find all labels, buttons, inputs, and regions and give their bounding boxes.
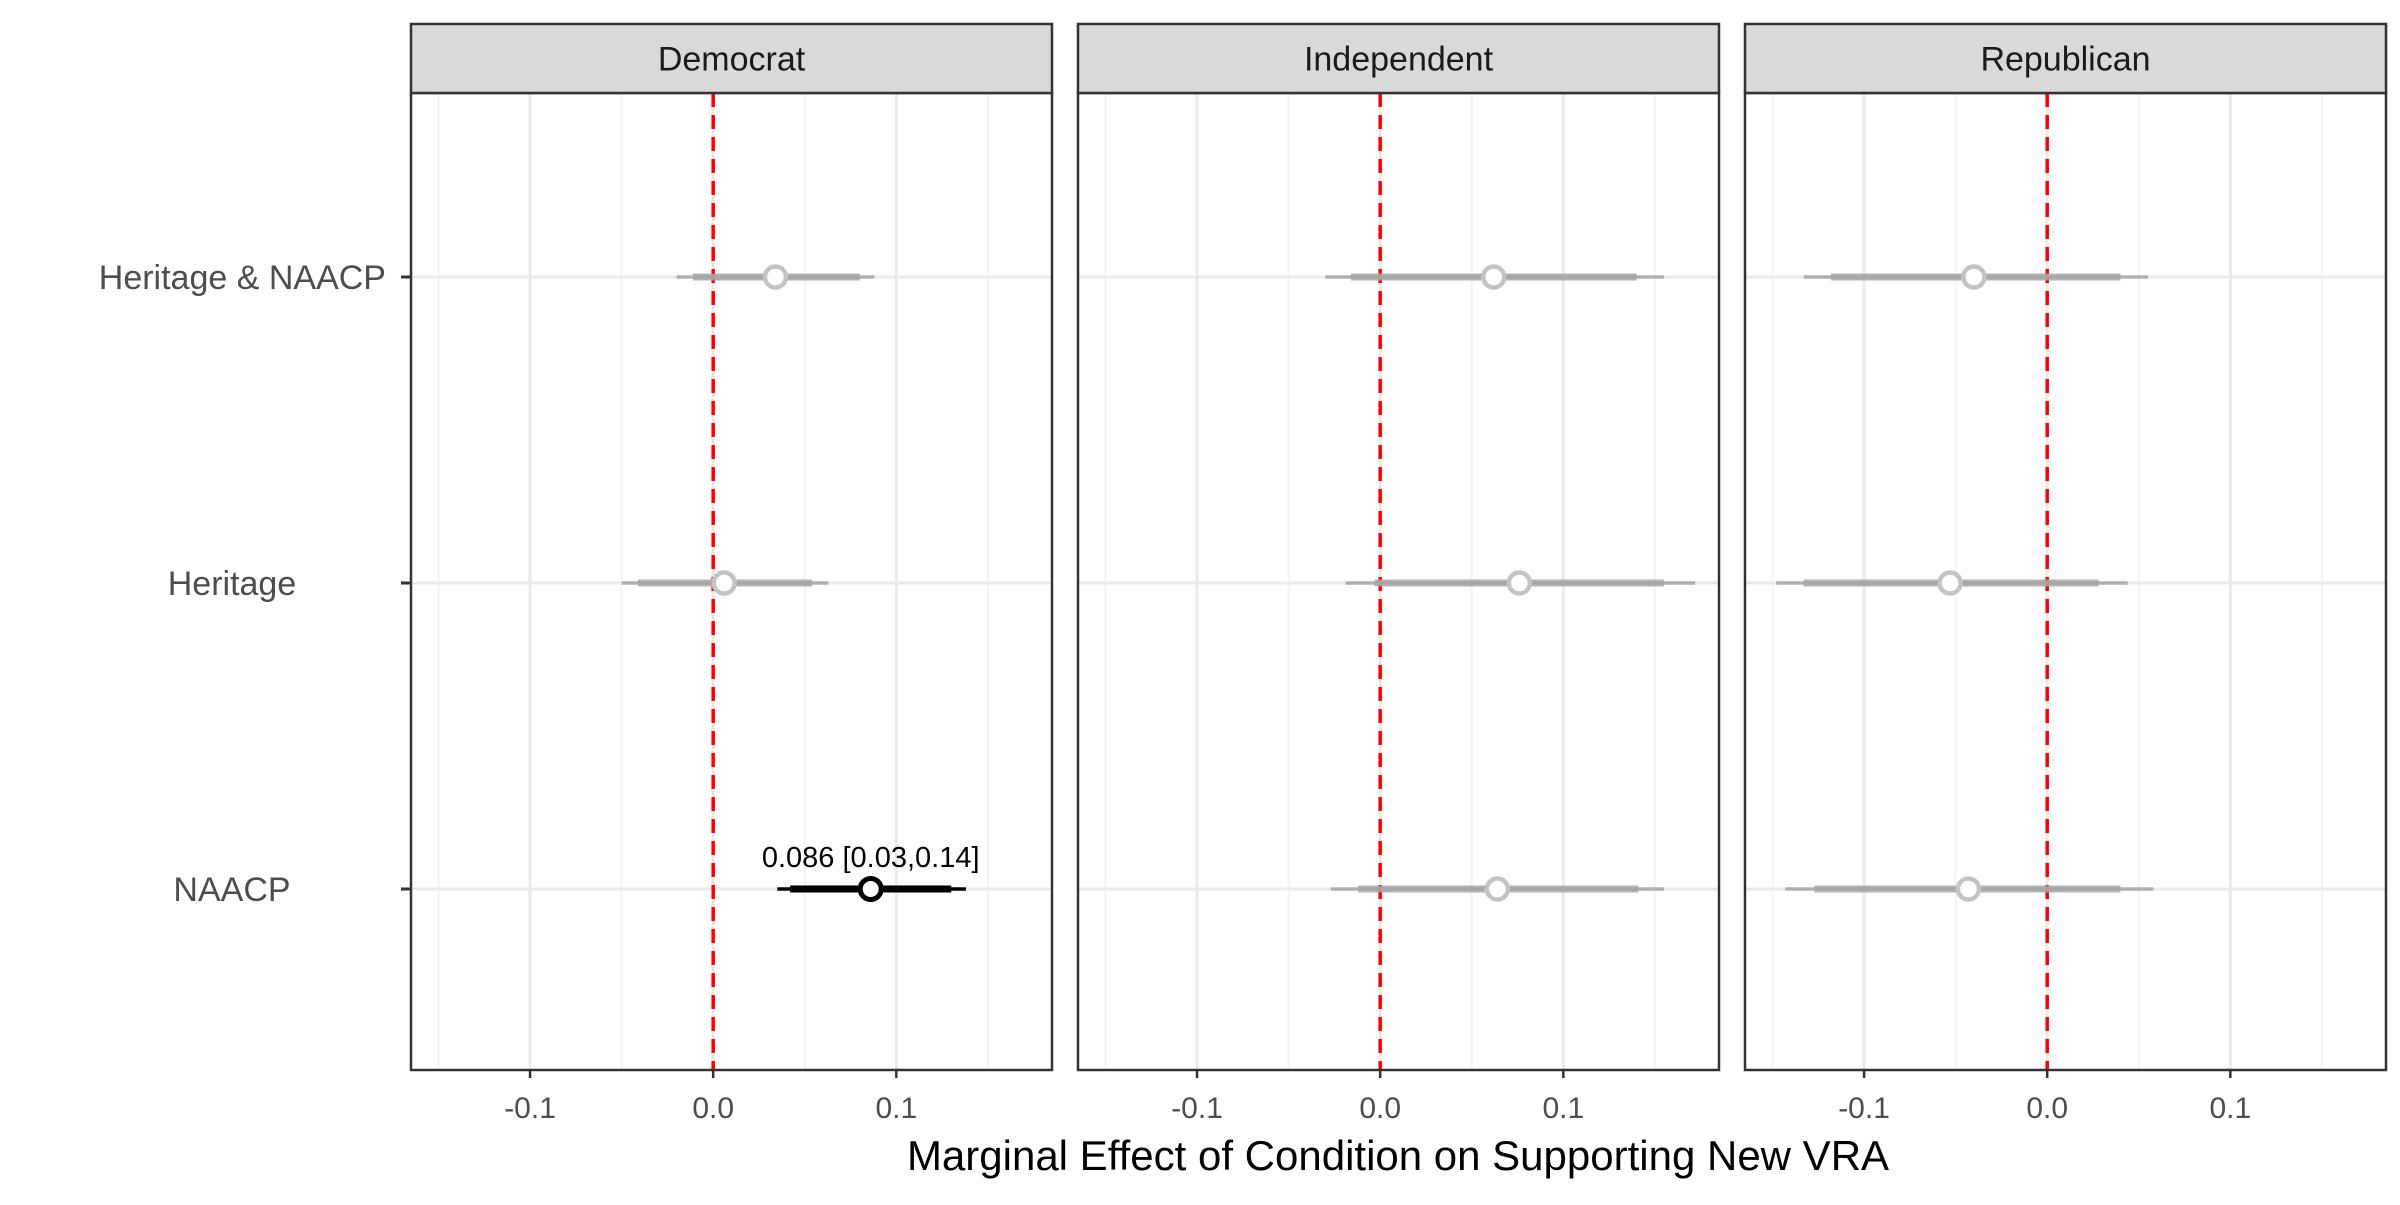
y-category-label: Heritage & NAACP	[99, 259, 386, 297]
facet-strip-label: Democrat	[658, 41, 806, 79]
x-tick-label: -0.1	[1838, 1092, 1890, 1125]
estimate-point	[711, 570, 737, 596]
x-tick-label: 0.1	[2209, 1092, 2251, 1125]
estimate-point	[1484, 876, 1511, 902]
y-category-label: Heritage	[168, 565, 297, 603]
estimate-point	[1506, 570, 1533, 596]
facet-strip-label: Republican	[1980, 41, 2150, 79]
y-category-label: NAACP	[173, 871, 290, 909]
x-tick-label: -0.1	[1171, 1092, 1223, 1125]
estimate-label: 0.086 [0.03,0.14]	[762, 842, 980, 874]
x-tick-label: 0.1	[1542, 1092, 1584, 1125]
facet-strip	[1076, 22, 1721, 95]
facet-strip-label: Independent	[1304, 41, 1494, 79]
estimate-point	[1961, 264, 1987, 290]
x-tick-label: 0.1	[875, 1092, 917, 1125]
x-tick-label: 0.0	[692, 1092, 734, 1125]
estimate-point	[1480, 264, 1507, 290]
x-tick-label: -0.1	[504, 1092, 556, 1125]
facet-strip	[1743, 22, 2388, 95]
estimate-point	[1955, 876, 1982, 902]
estimate-point	[857, 876, 884, 902]
facet-strip	[409, 22, 1054, 95]
estimate-point	[762, 264, 789, 290]
x-tick-label: 0.0	[2026, 1092, 2068, 1125]
x-tick-label: 0.0	[1359, 1092, 1401, 1125]
x-axis-title: Marginal Effect of Condition on Supporti…	[907, 1132, 1889, 1179]
estimate-point	[1937, 570, 1963, 596]
